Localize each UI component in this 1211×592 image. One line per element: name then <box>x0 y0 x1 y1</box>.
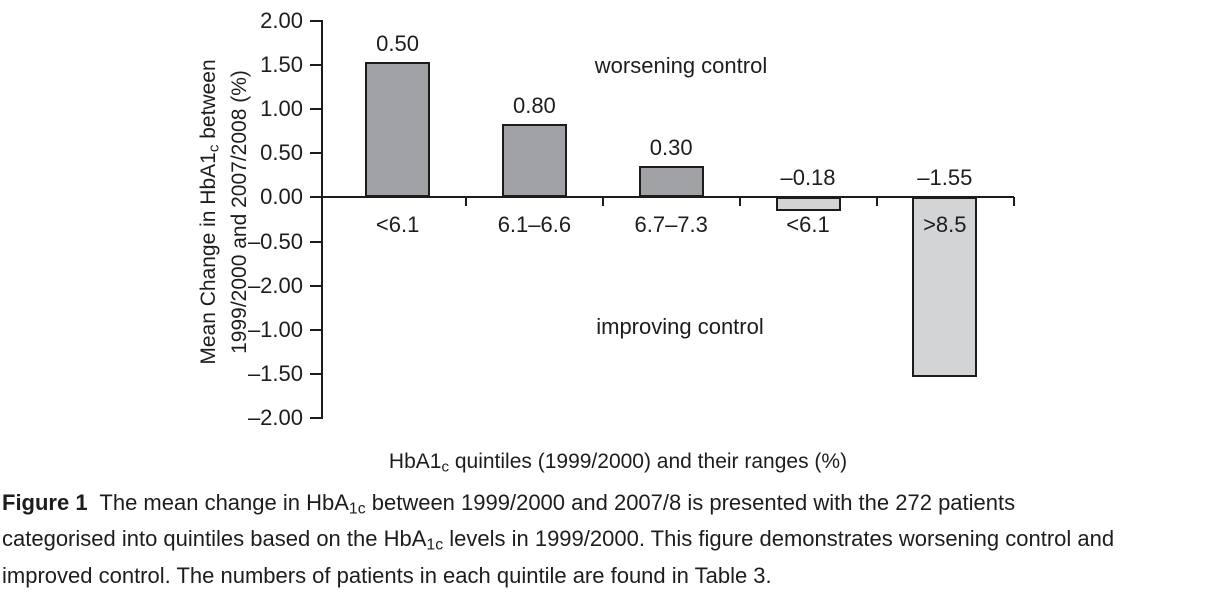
x-axis-tick <box>739 197 741 207</box>
y-tick-label: 1.00 <box>260 96 303 122</box>
x-axis-label-subscript: c <box>441 458 449 476</box>
y-tick-label: 0.50 <box>260 140 303 166</box>
y-tick-label: –2.00 <box>247 272 303 298</box>
bar-value-label: 0.50 <box>376 31 419 57</box>
caption-segment: Figure 1 <box>2 490 88 515</box>
y-axis-tick <box>310 152 323 155</box>
y-tick-label: 2.00 <box>260 8 303 33</box>
x-axis-label-pre: HbA1 <box>388 450 442 473</box>
bar-quintile-1 <box>365 62 431 198</box>
y-tick-label: –1.50 <box>247 360 303 386</box>
y-tick-label: –2.00 <box>247 404 303 430</box>
y-axis-line <box>321 21 323 418</box>
bar-category-label: 6.7–7.3 <box>634 212 708 238</box>
caption-segment: levels in 1999/2000. This figure demonst… <box>2 526 1115 588</box>
y-tick-label: 1.50 <box>260 52 303 78</box>
y-axis-tick <box>310 416 323 419</box>
y-axis-tick <box>310 20 323 22</box>
y-axis-tick <box>310 64 323 67</box>
y-tick-label: –1.00 <box>247 316 303 342</box>
bar-category-label: <6.1 <box>375 212 420 238</box>
annotation-worsening-control: worsening control <box>594 53 768 78</box>
y-axis-tick <box>310 284 323 287</box>
x-axis-tick <box>875 197 878 207</box>
x-axis-tick <box>602 197 605 207</box>
bar-quintile-2 <box>501 124 567 198</box>
x-axis-tick <box>465 197 468 207</box>
bar-quintile-5 <box>912 197 978 378</box>
bar-value-label: 0.80 <box>512 93 556 119</box>
y-axis-tick <box>310 108 323 111</box>
bar-value-label: 0.30 <box>649 134 693 160</box>
bar-category-label: >8.5 <box>923 212 967 238</box>
bar-value-label: –1.55 <box>917 165 973 191</box>
bar-category-label: 6.1–6.6 <box>497 212 572 238</box>
y-axis-tick <box>310 240 323 243</box>
x-axis-line <box>321 196 1014 199</box>
y-axis-tick <box>310 196 323 199</box>
x-axis-label: HbA1c quintiles (1999/2000) and their ra… <box>318 449 918 480</box>
bar-quintile-4 <box>775 197 841 211</box>
bar-value-label: –0.18 <box>780 165 836 191</box>
y-tick-label: 0.00 <box>260 184 303 210</box>
caption-segment: 1c <box>348 500 366 518</box>
annotation-improving-control: improving control <box>596 314 764 339</box>
figure-caption: Figure 1 The mean change in HbA1c betwee… <box>2 488 1130 591</box>
bar-quintile-3 <box>638 165 704 198</box>
bar-category-label: <6.1 <box>786 212 830 238</box>
y-axis-tick <box>310 328 323 331</box>
caption-segment: 1c <box>426 536 444 554</box>
caption-segment: The mean change in HbA <box>87 490 349 515</box>
y-axis-tick <box>310 372 323 375</box>
caption-segment: between 1999/2000 and 2007/8 is presente… <box>2 490 1016 552</box>
x-axis-tick <box>1012 197 1015 207</box>
y-tick-label: –0.50 <box>247 228 303 254</box>
x-axis-label-post: quintiles (1999/2000) and their ranges (… <box>449 450 848 473</box>
